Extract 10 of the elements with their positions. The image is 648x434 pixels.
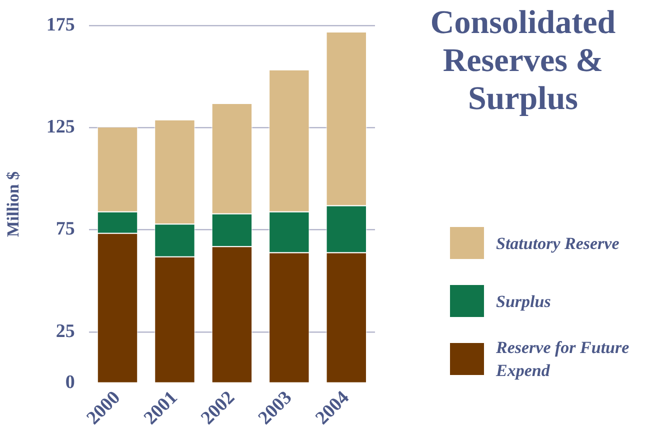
y-tick-label: 125 [46, 116, 75, 138]
legend-label: Statutory Reserve [496, 232, 620, 254]
y-tick-label: 0 [65, 372, 75, 393]
text: Consolidated Reserves & Surplus [429, 4, 617, 118]
legend-label: Reserve for Future Expend [496, 337, 630, 382]
y-tick-label: 75 [56, 218, 75, 240]
y-axis-title: Million $ [4, 170, 23, 238]
legend-label: Surplus [496, 290, 551, 312]
y-tick-label: 25 [56, 320, 75, 342]
y-tick-label: 175 [46, 14, 75, 36]
